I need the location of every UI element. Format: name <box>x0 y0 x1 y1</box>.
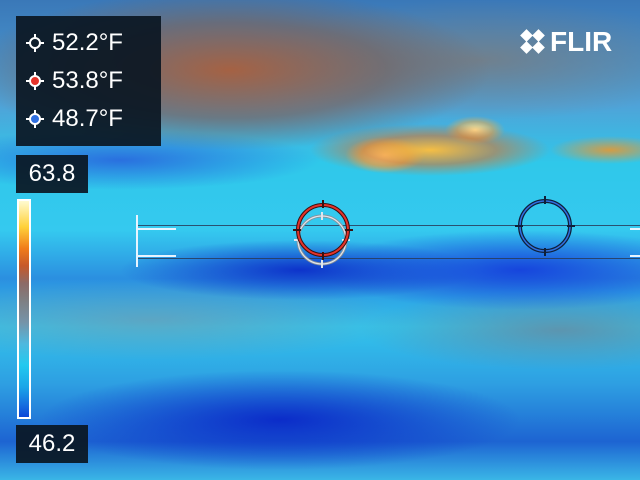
reading-value: 52.2°F <box>52 29 123 56</box>
measurement-line-tick-top <box>138 228 176 230</box>
reading-value: 53.8°F <box>52 67 123 94</box>
hot-spot-marker[interactable] <box>293 200 353 260</box>
cold-spot-icon <box>26 110 44 128</box>
reading-cold-spot[interactable]: 48.7°F <box>26 100 151 138</box>
center-spot-icon <box>26 34 44 52</box>
reading-hot-spot[interactable]: 53.8°F <box>26 62 151 100</box>
measurement-line-right-tick-top <box>630 228 640 230</box>
measurement-line-right-tick-bottom <box>630 255 640 257</box>
measurement-panel: 52.2°F 53.8°F 48.7°F <box>16 16 161 146</box>
temperature-scale-bar <box>17 199 31 419</box>
scale-min-label[interactable]: 46.2 <box>16 425 88 463</box>
flir-logo-text: FLIR <box>550 26 613 57</box>
measurement-line-tick-bottom <box>138 255 176 257</box>
cold-spot-marker[interactable] <box>515 196 575 256</box>
scale-max-label[interactable]: 63.8 <box>16 155 88 193</box>
measurement-line[interactable] <box>136 225 640 259</box>
flir-logo: FLIR <box>520 26 612 58</box>
measurement-line-left-handle[interactable] <box>136 215 138 267</box>
reading-value: 48.7°F <box>52 105 123 132</box>
reading-center-spot[interactable]: 52.2°F <box>26 24 151 62</box>
flir-logo-icon <box>520 29 545 54</box>
hot-spot-icon <box>26 72 44 90</box>
